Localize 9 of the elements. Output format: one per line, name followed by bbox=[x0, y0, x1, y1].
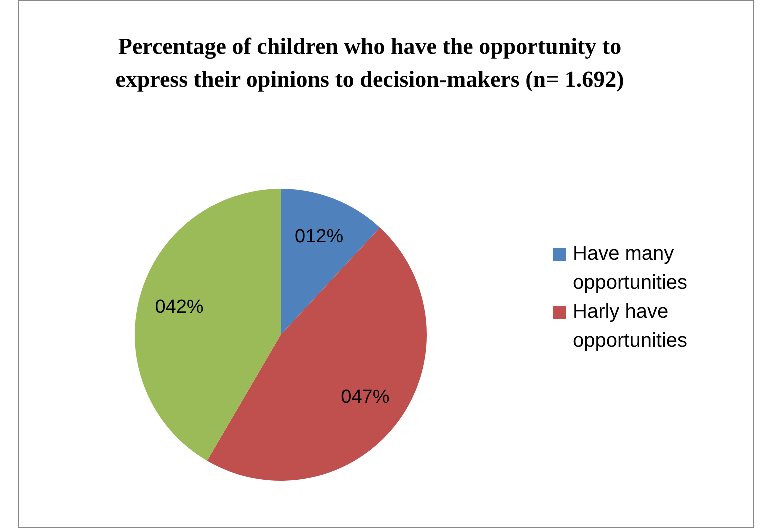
data-label: 012% bbox=[295, 226, 344, 248]
pie-slice bbox=[207, 228, 427, 481]
pie-slice bbox=[135, 189, 281, 462]
pie-slice bbox=[281, 189, 380, 335]
legend-label: Have many opportunities bbox=[572, 242, 689, 296]
data-label: 042% bbox=[155, 297, 204, 318]
legend-label: Harly have opportunities bbox=[572, 300, 689, 354]
data-label: 047% bbox=[341, 387, 390, 408]
chart-title: Percentage of children who have the opportunity to express their opinions to decision-makers (n= 1.692) bbox=[114, 33, 626, 94]
